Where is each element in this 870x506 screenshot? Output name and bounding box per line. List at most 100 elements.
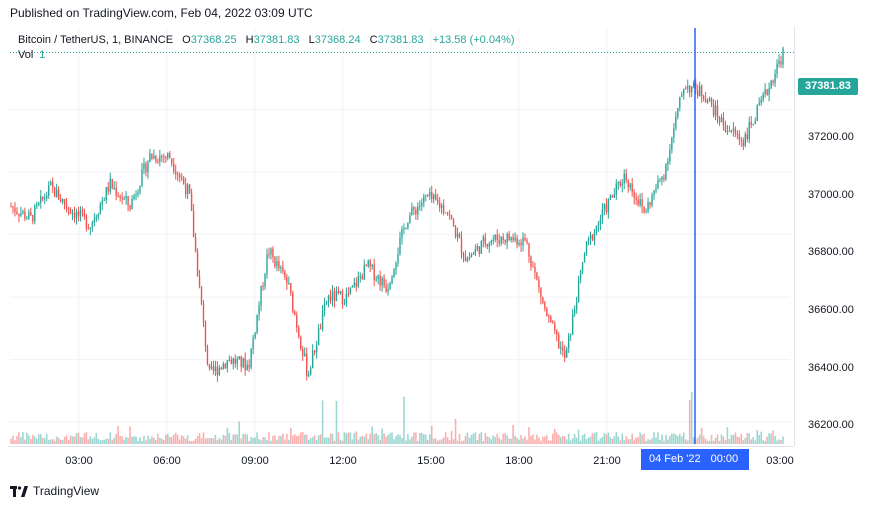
volume-bar: [369, 433, 372, 444]
volume-bar: [611, 438, 614, 444]
volume-bar: [166, 434, 169, 444]
volume-bar: [708, 440, 711, 444]
candle-body: [436, 199, 439, 203]
candle-body: [91, 222, 94, 228]
volume-bar: [607, 432, 610, 444]
candle-body: [484, 237, 487, 245]
volume-bar: [754, 440, 757, 444]
price-tick: 36600.00: [808, 304, 854, 316]
volume-bar: [710, 434, 713, 444]
candle-body: [75, 211, 78, 219]
candle-body: [579, 270, 582, 280]
volume-bar: [635, 437, 637, 444]
candle-body: [178, 174, 181, 178]
candle-body: [254, 332, 256, 339]
candle-body: [282, 267, 284, 272]
volume-bar: [250, 437, 252, 444]
volume-bar: [313, 435, 316, 444]
candle-body: [446, 213, 449, 215]
candle-body: [377, 275, 379, 280]
candle-body: [226, 360, 229, 369]
candle-body: [244, 358, 246, 371]
time-axis[interactable]: [8, 446, 794, 473]
volume-bar: [444, 432, 447, 444]
volume-bar: [750, 439, 753, 444]
candle-body: [526, 240, 528, 244]
volume-bar: [117, 426, 119, 444]
candle-body: [141, 168, 143, 187]
volume-bar: [573, 433, 576, 444]
volume-bar: [456, 440, 459, 444]
candle-body: [587, 239, 590, 242]
candle-body: [722, 117, 725, 126]
volume-bar: [692, 437, 695, 444]
volume-value: 1: [39, 49, 46, 61]
volume-bar: [474, 432, 477, 444]
volume-bar: [472, 433, 475, 444]
volume-bar: [436, 440, 439, 444]
candle-body: [585, 241, 588, 254]
volume-bar: [417, 440, 419, 444]
volume-bar: [180, 435, 183, 444]
volume-bar: [613, 436, 616, 444]
volume-bar: [206, 438, 209, 444]
candle-body: [502, 236, 504, 241]
candle-body: [728, 131, 731, 133]
volume-bar: [625, 436, 628, 444]
volume-bar: [355, 431, 358, 444]
volume-bar: [679, 433, 681, 444]
candle-body: [99, 204, 101, 215]
candle-body: [643, 206, 645, 213]
candle-body: [133, 195, 135, 199]
tradingview-brand[interactable]: TradingView: [10, 484, 99, 498]
volume-bar: [87, 439, 90, 444]
candle-body: [518, 242, 520, 245]
candle-body: [681, 94, 683, 98]
volume-bar: [434, 438, 437, 444]
candle-body: [361, 276, 363, 280]
candle-body: [371, 264, 373, 267]
candle-body: [399, 238, 401, 254]
candle-body: [216, 366, 219, 375]
volume-bar: [506, 435, 508, 444]
candle-body: [353, 282, 356, 286]
volume-bar: [639, 432, 641, 444]
volume-bar: [734, 432, 737, 444]
candle-body: [363, 264, 365, 280]
candle-body: [220, 367, 223, 370]
volume-bar: [323, 437, 326, 444]
volume-bar: [317, 435, 320, 444]
candle-body: [46, 195, 48, 199]
candle-body: [732, 128, 735, 131]
volume-bar: [137, 440, 139, 444]
volume-bar: [389, 433, 391, 444]
volume-bar: [518, 439, 520, 444]
volume-bar: [682, 432, 685, 444]
candle-body: [153, 155, 155, 159]
volume-bar: [276, 439, 278, 444]
volume-bar: [758, 435, 760, 444]
candle-body: [435, 194, 437, 200]
volume-bar: [651, 438, 653, 444]
volume-bar: [591, 433, 594, 444]
volume-bar: [220, 439, 223, 444]
volume-bar: [236, 434, 239, 444]
candle-body: [44, 198, 46, 200]
price-axis[interactable]: [794, 26, 865, 446]
candle-body: [274, 257, 276, 267]
volume-bar: [605, 434, 608, 444]
candle-body: [470, 254, 473, 258]
volume-bar: [593, 433, 596, 444]
volume-bar: [488, 437, 491, 444]
candle-body: [151, 153, 153, 159]
candle-body: [111, 179, 113, 189]
volume-bar: [538, 437, 540, 444]
volume-bar: [37, 434, 40, 444]
volume-bar: [724, 440, 727, 444]
candle-body: [667, 161, 669, 165]
volume-bar: [107, 438, 110, 444]
candle-body: [242, 358, 244, 367]
volume-bar: [419, 433, 421, 444]
volume-bar: [155, 439, 157, 444]
